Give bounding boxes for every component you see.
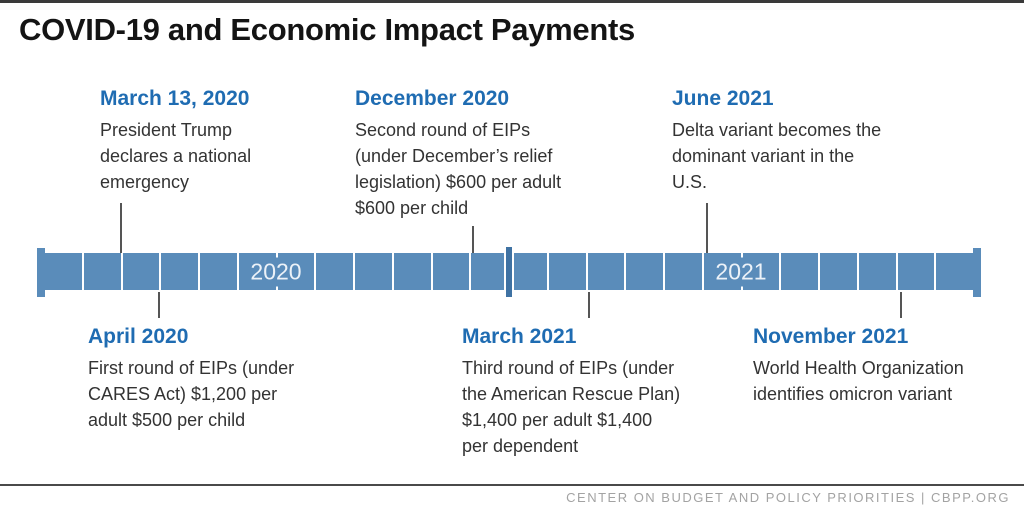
month-divider: [895, 253, 898, 290]
month-divider: [120, 253, 123, 290]
month-divider: [391, 253, 394, 290]
event-description: World Health Organization identifies omi…: [753, 358, 964, 404]
connector-line-december-2020: [472, 226, 474, 253]
month-divider: [624, 253, 627, 290]
page-title: COVID-19 and Economic Impact Payments: [19, 12, 635, 47]
month-divider: [353, 253, 355, 290]
event-date: June 2021: [672, 87, 774, 110]
footer-divider-line: [0, 484, 1024, 486]
connector-line-june-2021: [706, 203, 708, 253]
event-date: November 2021: [753, 325, 909, 348]
month-divider: [818, 253, 820, 290]
event-description: Delta variant becomes the dominant varia…: [672, 120, 882, 192]
month-divider: [934, 253, 937, 290]
event-december-2020: December 2020 Second round of EIPs (unde…: [355, 86, 625, 221]
month-divider: [430, 253, 433, 290]
connector-line-november-2021: [900, 292, 902, 318]
connector-line-march-13-2020: [120, 203, 122, 253]
month-divider: [585, 253, 588, 290]
event-date: March 2021: [462, 325, 577, 348]
month-divider: [81, 253, 84, 290]
connector-line-april-2020: [158, 292, 160, 318]
event-description: Second round of EIPs (under December’s r…: [355, 120, 562, 218]
event-june-2021: June 2021 Delta variant becomes the domi…: [672, 86, 937, 195]
source-credit: CENTER ON BUDGET AND POLICY PRIORITIES |…: [566, 490, 1010, 505]
month-divider: [198, 253, 200, 290]
month-divider: [701, 253, 704, 290]
event-march-2021: March 2021 Third round of EIPs (under th…: [462, 324, 727, 459]
month-divider: [546, 253, 549, 290]
event-date: April 2020: [88, 325, 189, 348]
event-date: March 13, 2020: [100, 87, 250, 110]
month-divider: [469, 253, 472, 290]
year-label-2021: 2021: [708, 257, 774, 286]
event-description: Third round of EIPs (under the American …: [462, 358, 681, 456]
event-description: First round of EIPs (under CARES Act) $1…: [88, 358, 295, 430]
timeline-right-end-cap: [973, 248, 981, 297]
event-april-2020: April 2020 First round of EIPs (under CA…: [88, 324, 353, 433]
event-date: December 2020: [355, 87, 510, 110]
month-divider: [856, 253, 859, 290]
month-divider: [236, 253, 239, 290]
event-march-13-2020: March 13, 2020 President Trump declares …: [100, 86, 300, 195]
connector-line-march-2021: [588, 292, 590, 318]
top-border-bar: [0, 0, 1024, 3]
event-description: President Trump declares a national emer…: [100, 120, 252, 192]
month-divider: [779, 253, 782, 290]
timeline-left-end-cap: [37, 248, 45, 297]
month-divider: [314, 253, 317, 290]
year-boundary-tick: [504, 247, 514, 297]
month-divider: [663, 253, 665, 290]
month-divider: [159, 253, 162, 290]
event-november-2021: November 2021 World Health Organization …: [753, 324, 1019, 407]
year-label-2020: 2020: [243, 257, 309, 286]
